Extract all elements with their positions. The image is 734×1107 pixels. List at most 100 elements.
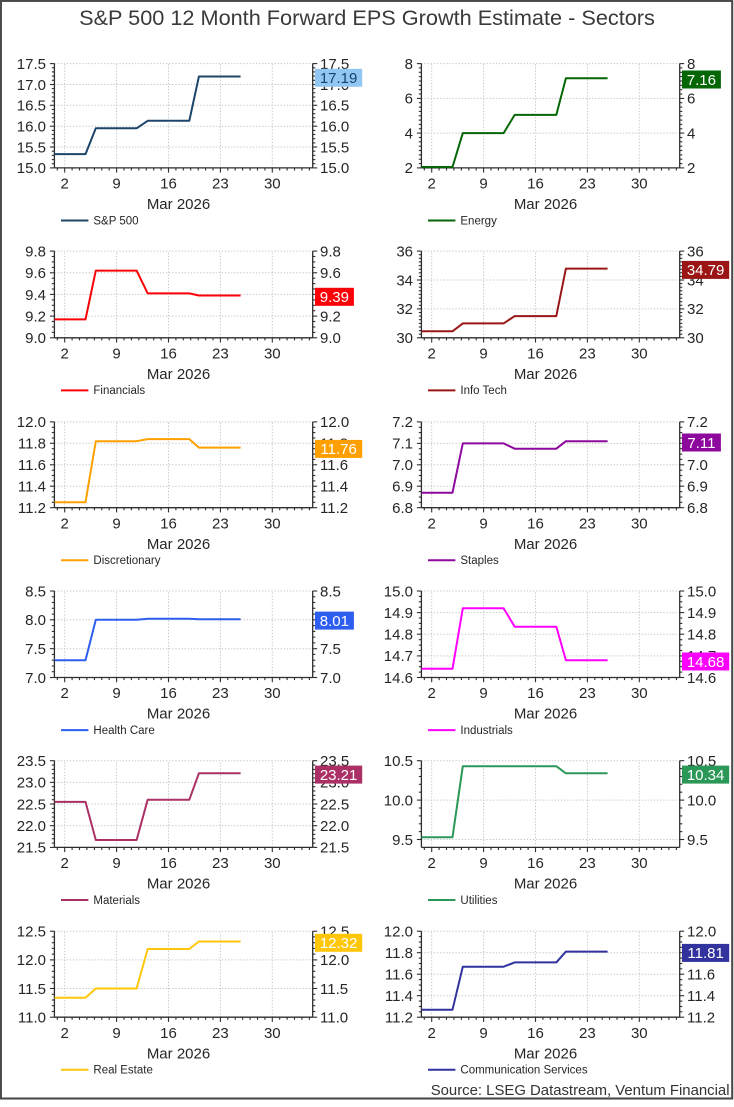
svg-text:36: 36 — [396, 243, 413, 260]
svg-text:9.2: 9.2 — [25, 308, 46, 325]
svg-text:6.8: 6.8 — [392, 500, 413, 517]
svg-text:14.68: 14.68 — [687, 654, 725, 671]
svg-text:6.8: 6.8 — [687, 500, 708, 517]
svg-text:17.5: 17.5 — [320, 56, 349, 73]
svg-text:14.8: 14.8 — [687, 627, 716, 644]
svg-text:23: 23 — [579, 1025, 596, 1042]
svg-text:11.0: 11.0 — [18, 1010, 46, 1027]
svg-text:6.9: 6.9 — [392, 479, 413, 496]
svg-text:34.79: 34.79 — [687, 262, 725, 279]
svg-text:23: 23 — [579, 685, 596, 702]
svg-text:11.6: 11.6 — [320, 457, 348, 474]
svg-text:2: 2 — [61, 515, 69, 532]
svg-text:Mar 2026: Mar 2026 — [147, 366, 210, 383]
svg-text:17.0: 17.0 — [17, 77, 46, 94]
svg-text:6.9: 6.9 — [687, 479, 708, 496]
svg-text:2: 2 — [428, 515, 436, 532]
svg-text:16: 16 — [160, 176, 177, 193]
svg-text:Discretionary: Discretionary — [93, 555, 160, 567]
svg-text:Mar 2026: Mar 2026 — [514, 1045, 577, 1062]
svg-text:23: 23 — [579, 346, 596, 363]
svg-text:16: 16 — [160, 346, 177, 363]
svg-text:Energy: Energy — [460, 215, 497, 227]
svg-text:21.5: 21.5 — [17, 840, 46, 857]
svg-text:2: 2 — [428, 176, 436, 193]
svg-text:9.5: 9.5 — [392, 832, 413, 849]
svg-text:9: 9 — [112, 1025, 120, 1042]
svg-text:Health Care: Health Care — [93, 725, 154, 737]
svg-text:12.0: 12.0 — [320, 414, 349, 431]
svg-text:23: 23 — [212, 515, 229, 532]
svg-text:30: 30 — [264, 855, 281, 872]
svg-text:23.0: 23.0 — [17, 775, 46, 792]
svg-text:7.16: 7.16 — [687, 72, 716, 89]
svg-text:15.0: 15.0 — [17, 160, 46, 177]
svg-text:16.0: 16.0 — [17, 119, 46, 136]
svg-text:8: 8 — [687, 56, 695, 73]
svg-text:11.5: 11.5 — [18, 981, 46, 998]
svg-text:9.6: 9.6 — [320, 265, 341, 282]
svg-text:15.0: 15.0 — [687, 583, 716, 600]
svg-text:30: 30 — [631, 1025, 648, 1042]
svg-text:32: 32 — [396, 301, 413, 318]
svg-text:15.5: 15.5 — [320, 139, 349, 156]
svg-text:12.5: 12.5 — [17, 924, 46, 941]
svg-text:16: 16 — [527, 176, 544, 193]
svg-text:11.2: 11.2 — [18, 500, 46, 517]
svg-text:Mar 2026: Mar 2026 — [147, 196, 210, 213]
svg-text:8.01: 8.01 — [320, 613, 349, 630]
svg-text:Mar 2026: Mar 2026 — [147, 1045, 210, 1062]
svg-text:7.11: 7.11 — [687, 435, 715, 452]
svg-text:15.0: 15.0 — [320, 160, 349, 177]
svg-text:16: 16 — [527, 346, 544, 363]
svg-text:11.4: 11.4 — [687, 988, 715, 1005]
svg-text:16: 16 — [527, 515, 544, 532]
svg-text:15.5: 15.5 — [17, 139, 46, 156]
svg-text:9: 9 — [112, 515, 120, 532]
svg-text:30: 30 — [264, 1025, 281, 1042]
svg-text:22.0: 22.0 — [17, 818, 46, 835]
svg-text:S&P 500 12 Month Forward EPS G: S&P 500 12 Month Forward EPS Growth Esti… — [79, 5, 655, 30]
svg-text:Mar 2026: Mar 2026 — [514, 536, 577, 553]
svg-text:9: 9 — [112, 855, 120, 872]
svg-text:14.9: 14.9 — [687, 605, 716, 622]
svg-text:Mar 2026: Mar 2026 — [147, 876, 210, 893]
svg-text:30: 30 — [631, 515, 648, 532]
svg-text:11.6: 11.6 — [18, 457, 46, 474]
svg-text:11.5: 11.5 — [320, 981, 348, 998]
svg-text:23: 23 — [212, 685, 229, 702]
svg-text:8.5: 8.5 — [320, 583, 341, 600]
svg-text:8.0: 8.0 — [25, 612, 46, 629]
svg-text:7.1: 7.1 — [392, 436, 413, 453]
svg-text:30: 30 — [631, 685, 648, 702]
svg-text:11.2: 11.2 — [320, 500, 348, 517]
svg-text:Mar 2026: Mar 2026 — [514, 706, 577, 723]
svg-text:11.8: 11.8 — [385, 945, 413, 962]
svg-text:9.8: 9.8 — [25, 243, 46, 260]
svg-text:10.5: 10.5 — [384, 753, 413, 770]
svg-text:7.0: 7.0 — [320, 670, 341, 687]
svg-text:16: 16 — [160, 1025, 177, 1042]
svg-text:12.0: 12.0 — [384, 924, 413, 941]
svg-text:12.0: 12.0 — [320, 952, 349, 969]
svg-text:12.32: 12.32 — [320, 935, 358, 952]
svg-text:6: 6 — [405, 91, 413, 108]
svg-text:9: 9 — [479, 1025, 487, 1042]
svg-text:11.2: 11.2 — [687, 1010, 715, 1027]
svg-text:23: 23 — [212, 346, 229, 363]
svg-text:23: 23 — [579, 515, 596, 532]
svg-text:23: 23 — [579, 855, 596, 872]
svg-text:9: 9 — [112, 176, 120, 193]
svg-text:22.5: 22.5 — [17, 796, 46, 813]
svg-text:Real Estate: Real Estate — [93, 1065, 152, 1077]
svg-text:9.0: 9.0 — [25, 330, 46, 347]
svg-text:9.8: 9.8 — [320, 243, 341, 260]
svg-text:12.0: 12.0 — [17, 414, 46, 431]
svg-text:Staples: Staples — [460, 555, 499, 567]
svg-text:7.2: 7.2 — [392, 414, 413, 431]
svg-text:9.2: 9.2 — [320, 308, 341, 325]
svg-text:34: 34 — [396, 272, 413, 289]
svg-text:17.19: 17.19 — [320, 70, 358, 87]
svg-text:2: 2 — [428, 685, 436, 702]
svg-text:9: 9 — [479, 346, 487, 363]
